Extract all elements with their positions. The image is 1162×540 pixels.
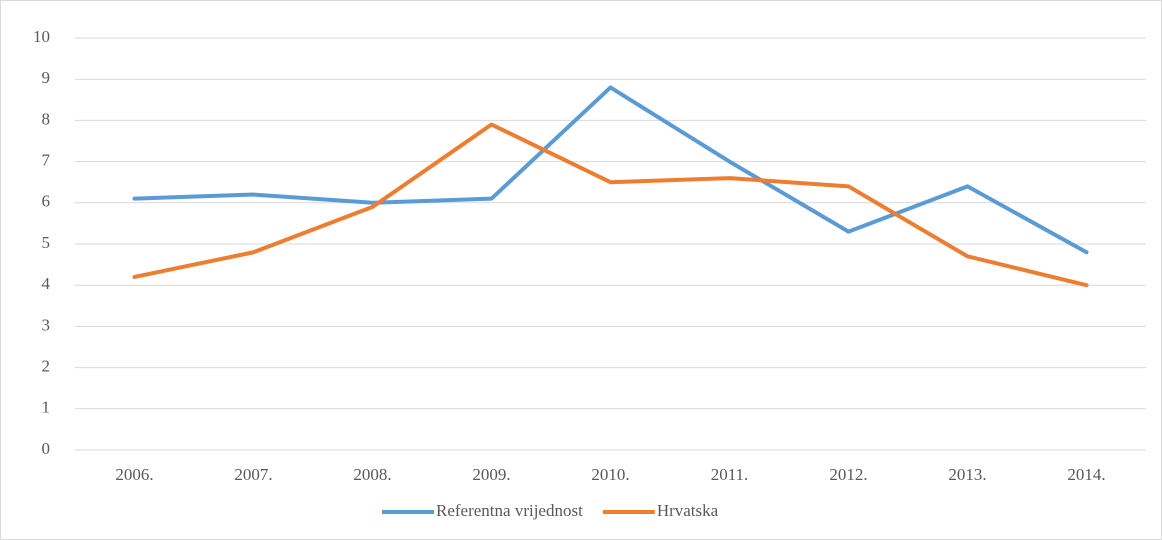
x-tick-label: 2008. — [353, 465, 391, 484]
x-tick-label: 2011. — [711, 465, 749, 484]
y-tick-label: 0 — [42, 439, 51, 458]
x-tick-label: 2014. — [1067, 465, 1105, 484]
y-tick-label: 7 — [42, 151, 51, 170]
y-tick-label: 5 — [42, 233, 51, 252]
x-tick-label: 2009. — [472, 465, 510, 484]
y-tick-label: 3 — [42, 315, 51, 334]
legend-label: Referentna vrijednost — [436, 501, 583, 520]
y-tick-label: 9 — [42, 68, 51, 87]
series-line — [132, 85, 1089, 255]
x-tick-label: 2010. — [591, 465, 629, 484]
x-tick-label: 2013. — [948, 465, 986, 484]
y-tick-label: 4 — [42, 274, 51, 293]
y-tick-label: 2 — [42, 357, 51, 376]
legend-label: Hrvatska — [657, 501, 719, 520]
y-tick-label: 10 — [33, 27, 50, 46]
y-tick-label: 8 — [42, 109, 51, 128]
x-tick-label: 2012. — [829, 465, 867, 484]
y-tick-label: 1 — [42, 398, 51, 417]
series-line — [132, 122, 1089, 288]
x-tick-label: 2006. — [115, 465, 153, 484]
y-tick-label: 6 — [42, 192, 51, 211]
x-tick-label: 2007. — [234, 465, 272, 484]
